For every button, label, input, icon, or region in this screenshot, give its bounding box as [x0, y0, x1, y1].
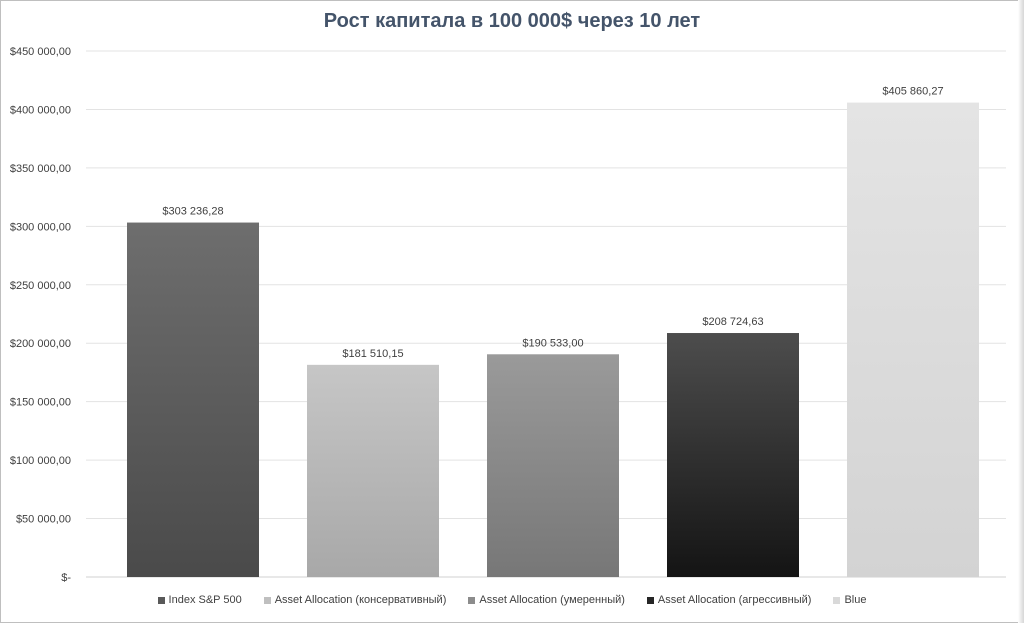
y-tick-label: $150 000,00	[10, 397, 71, 409]
legend-item: Index S&P 500	[157, 594, 242, 606]
legend-item: Blue	[833, 594, 866, 606]
legend-swatch	[468, 596, 476, 604]
chart-legend: Index S&P 500 Asset Allocation (консерват…	[0, 594, 1024, 606]
y-tick-label: $-	[61, 572, 71, 584]
legend-swatch	[646, 596, 654, 604]
y-tick-label: $50 000,00	[16, 514, 71, 526]
y-tick-label: $350 000,00	[10, 163, 71, 175]
bar-data-label: $208 724,63	[702, 316, 763, 328]
bar-data-label: $303 236,28	[162, 206, 223, 218]
bar	[127, 222, 259, 577]
bar	[307, 364, 439, 577]
bar	[487, 354, 619, 577]
legend-swatch	[157, 596, 165, 604]
bar-data-label: $190 533,00	[522, 337, 583, 349]
y-tick-label: $100 000,00	[10, 455, 71, 467]
legend-label: Asset Allocation (агрессивный)	[657, 594, 812, 606]
y-tick-label: $400 000,00	[10, 104, 71, 116]
bar	[667, 333, 799, 577]
bar-data-label: $405 860,27	[882, 86, 943, 98]
chart-title: Рост капитала в 100 000$ через 10 лет	[323, 10, 701, 32]
bar	[847, 102, 979, 578]
legend-item: Asset Allocation (агрессивный)	[646, 594, 812, 606]
y-tick-label: $250 000,00	[10, 280, 71, 292]
bar-data-label: $181 510,15	[342, 348, 403, 360]
legend-swatch	[263, 596, 271, 604]
legend-label: Index S&P 500	[168, 594, 242, 606]
legend-item: Asset Allocation (умеренный)	[468, 594, 625, 606]
legend-label: Asset Allocation (умеренный)	[479, 594, 625, 606]
page-edge-shadow	[1018, 0, 1024, 623]
legend-swatch	[833, 596, 841, 604]
y-tick-label: $450 000,00	[10, 46, 71, 58]
legend-item: Asset Allocation (консервативный)	[263, 594, 447, 606]
legend-label: Blue	[844, 594, 867, 606]
legend-label: Asset Allocation (консервативный)	[274, 594, 447, 606]
y-tick-label: $300 000,00	[10, 221, 71, 233]
y-tick-label: $200 000,00	[10, 338, 71, 350]
